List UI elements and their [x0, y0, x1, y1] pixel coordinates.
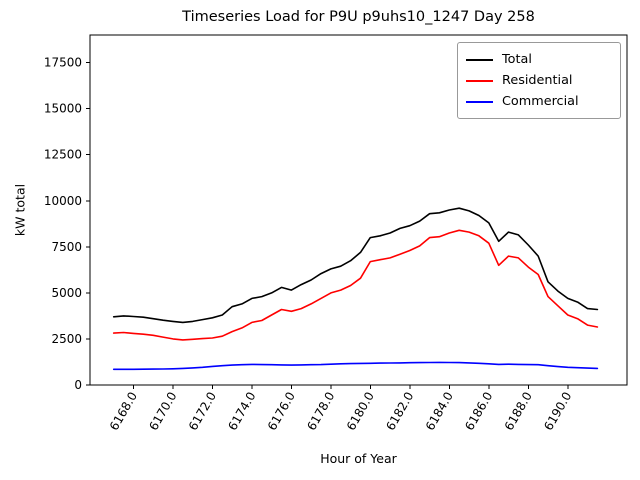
x-tick-label: 6174.0: [225, 390, 258, 433]
legend-label-residential: Residential: [502, 73, 573, 88]
x-tick-label: 6168.0: [107, 390, 140, 433]
x-tick-label: 6190.0: [541, 390, 574, 433]
y-tick-label: 10000: [44, 194, 82, 208]
axes-box: [89, 34, 628, 386]
y-tick-label: 15000: [44, 102, 82, 116]
x-tick-label: 6182.0: [383, 390, 416, 433]
legend-label-commercial: Commercial: [502, 94, 579, 109]
x-tick-label: 6178.0: [304, 390, 337, 433]
legend-label-total: Total: [502, 52, 532, 67]
x-tick-label: 6176.0: [265, 390, 298, 433]
x-tick-label: 6180.0: [344, 390, 377, 433]
series-line-commercial: [112, 361, 599, 371]
y-tick-label: 7500: [51, 240, 82, 254]
y-tick-label: 5000: [51, 286, 82, 300]
series-line-residential: [112, 229, 599, 341]
legend-entry-commercial: Commercial: [466, 91, 612, 112]
x-tick-label: 6188.0: [502, 390, 535, 433]
x-axis-label: Hour of Year: [320, 451, 397, 466]
legend-line-residential: [466, 79, 493, 82]
legend-line-commercial: [466, 100, 493, 103]
legend-entry-total: Total: [466, 49, 612, 70]
y-tick-label: 17500: [44, 56, 82, 70]
x-tick-label: 6184.0: [423, 390, 456, 433]
x-tick-label: 6186.0: [462, 390, 495, 433]
chart-title: Timeseries Load for P9U p9uhs10_1247 Day…: [182, 9, 535, 25]
legend: Total Residential Commercial: [457, 42, 621, 119]
y-tick-label: 0: [74, 378, 82, 392]
legend-line-total: [466, 58, 493, 61]
x-tick-label: 6170.0: [146, 390, 179, 433]
y-tick-label: 12500: [44, 148, 82, 162]
legend-entry-residential: Residential: [466, 70, 612, 91]
y-tick-label: 2500: [51, 332, 82, 346]
series-line-total: [112, 207, 599, 324]
x-tick-label: 6172.0: [186, 390, 219, 433]
